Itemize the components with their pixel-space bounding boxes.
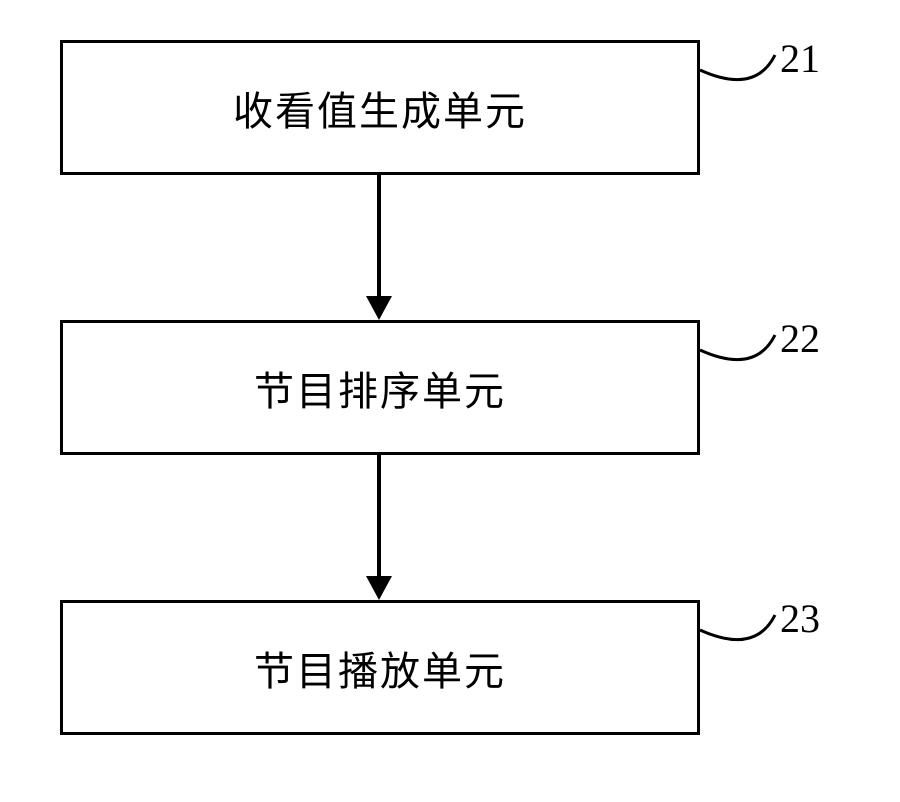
flowchart-diagram: 收看值生成单元 21 节目排序单元 22 节目播放单元 23 <box>60 40 840 760</box>
connector-curve-3 <box>60 40 840 760</box>
node-label-23: 23 <box>780 595 820 642</box>
